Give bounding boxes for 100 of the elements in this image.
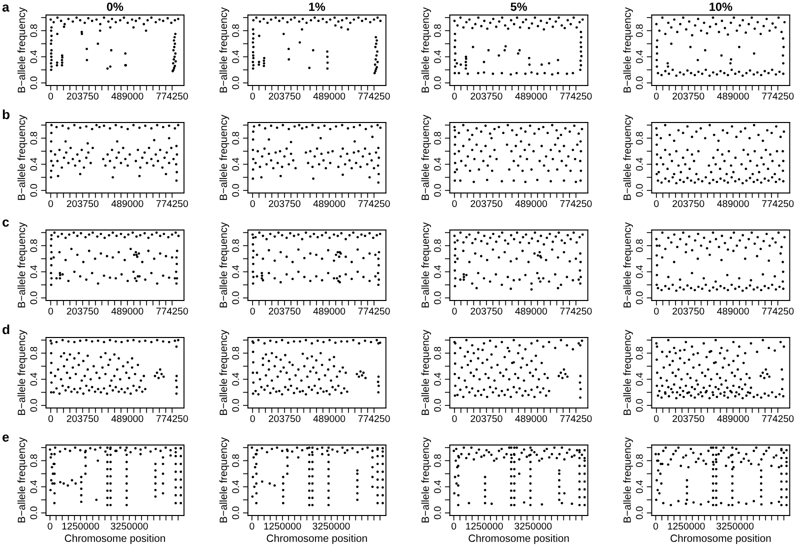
x-tick-label: 774250 [762,200,794,208]
x-tick-label: 489000 [717,200,749,208]
x-tick-label: 774250 [156,200,188,208]
x-tick-label: 1250000 [466,522,503,530]
x-axis-title: Chromosome position [64,534,165,544]
y-axis-title: B−allele frequency [18,7,28,92]
x-tick-label: 203750 [470,308,502,315]
x-tick-label: 203750 [268,308,300,315]
y-tick-label: 0.8 [636,24,643,38]
y-axis-title: B−allele frequency [18,437,28,522]
y-axis-title: B−allele frequency [623,7,633,92]
y-tick-label: 0.4 [30,372,38,386]
x-tick-label: 203750 [672,200,704,208]
y-tick-label: 0.4 [232,158,240,171]
y-tick-label: 0.4 [232,265,240,278]
y-axis-title: B−allele frequency [219,114,230,200]
y-tick-label: 0.8 [434,24,441,38]
x-tick-label: 489000 [313,415,346,422]
x-tick-label: 0 [48,308,54,315]
y-tick-label: 0.8 [434,132,441,145]
y-tick-label: 0.8 [636,346,643,360]
y-tick-label: 0.4 [434,480,441,494]
y-tick-label: 0.4 [636,372,643,386]
y-tick-label: 0.0 [636,506,643,520]
y-axis-title: B−allele frequency [421,7,432,92]
y-tick-label: 0.0 [636,292,643,304]
y-axis-title: B−allele frequency [623,114,633,200]
x-tick-label: 774250 [156,308,188,315]
x-tick-label: 774250 [762,92,794,100]
y-tick-label: 0.8 [30,24,38,38]
y-tick-label: 0.0 [434,399,441,412]
text: c [2,219,9,227]
x-tick-label: 0 [250,415,255,422]
y-tick-label: 0.4 [232,480,240,494]
x-tick-label: 0 [250,522,254,530]
y-tick-label: 0.4 [30,265,38,278]
y-tick-label: 0.0 [636,399,643,412]
y-axis-title: B−allele frequency [623,330,633,415]
x-tick-label: 3250000 [716,522,754,530]
y-tick-label: 0.0 [232,399,240,412]
x-axis-title: Chromosome position [468,534,569,544]
y-tick-label: 0.8 [434,346,441,360]
x-tick-label: 489000 [717,92,749,100]
y-tick-label: 0.4 [30,158,38,171]
y-tick-label: 0.8 [434,454,441,468]
x-tick-label: 0 [654,308,659,315]
y-tick-label: 0.0 [232,506,240,520]
x-tick-label: 0 [452,308,457,315]
y-tick-label: 0.4 [636,50,643,64]
x-tick-label: 489000 [111,200,144,208]
chart-title: 1% [309,2,326,11]
x-tick-label: 0 [452,200,457,208]
x-tick-label: 489000 [515,308,548,315]
x-tick-label: 489000 [515,415,548,422]
x-tick-label: 0 [452,92,457,100]
x-tick-label: 774250 [762,308,794,315]
x-tick-label: 774250 [156,92,188,100]
x-tick-label: 3250000 [514,522,552,530]
y-tick-label: 0.8 [636,239,643,252]
y-tick-label: 0.0 [30,184,38,197]
x-tick-label: 489000 [515,92,548,100]
x-tick-label: 0 [654,200,659,208]
y-axis-title: B−allele frequency [421,114,432,200]
x-tick-label: 0 [250,92,255,100]
x-tick-label: 0 [250,200,255,208]
y-tick-label: 0.4 [30,480,38,494]
y-tick-label: 0.0 [636,184,643,197]
y-axis-title: B−allele frequency [623,437,633,522]
y-tick-label: 0.8 [30,454,38,468]
y-tick-label: 0.4 [636,480,643,494]
y-tick-label: 0.4 [636,158,643,171]
x-tick-label: 203750 [66,308,98,315]
x-tick-label: 774250 [156,415,188,422]
x-axis-title: Chromosome position [670,534,771,544]
y-axis-title: B−allele frequency [18,330,28,415]
x-tick-label: 774250 [358,200,390,208]
x-tick-label: 489000 [717,415,749,422]
x-tick-label: 489000 [313,92,346,100]
text: b [2,110,10,120]
y-tick-label: 0.4 [636,265,643,278]
x-tick-label: 203750 [470,92,502,100]
y-axis-title: B−allele frequency [18,222,28,308]
y-tick-label: 0.4 [434,265,441,278]
y-tick-label: 0.4 [434,158,441,171]
x-axis-title: Chromosome position [266,534,367,544]
chart-title: 5% [510,2,528,11]
text: d [2,324,10,334]
y-tick-label: 0.0 [434,506,441,520]
x-tick-label: 203750 [268,200,300,208]
x-tick-label: 774250 [560,200,592,208]
y-tick-label: 0.0 [434,76,441,90]
x-tick-label: 203750 [66,415,98,422]
x-tick-label: 0 [48,522,52,530]
y-tick-label: 0.8 [232,454,240,468]
x-tick-label: 3250000 [312,522,350,530]
y-axis-title: B−allele frequency [421,222,432,308]
x-tick-label: 203750 [268,92,300,100]
y-tick-label: 0.8 [30,239,38,252]
y-axis-title: B−allele frequency [421,330,432,415]
x-tick-label: 0 [452,415,457,422]
